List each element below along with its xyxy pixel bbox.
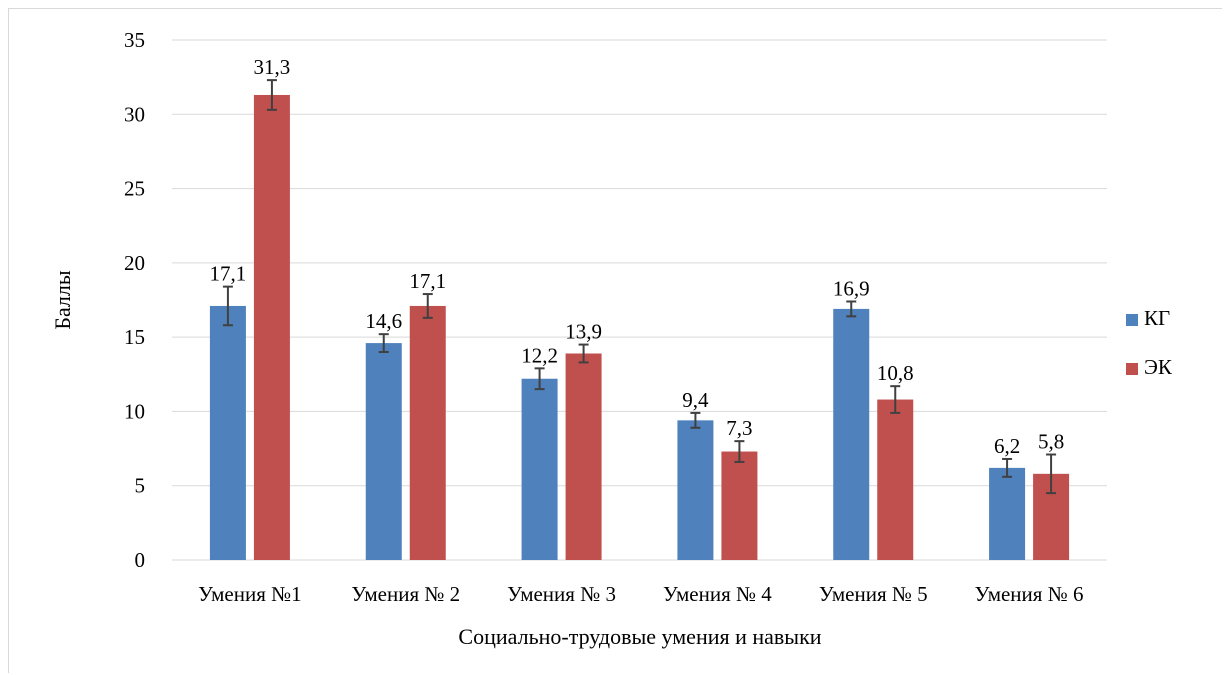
x-axis-ticks: Умения №1 Умения № 2 Умения № 3 Умения № 4 У… <box>198 582 1083 606</box>
data-label: 7,3 <box>726 416 752 440</box>
data-label: 31,3 <box>254 55 291 79</box>
x-tick-label: Умения № 3 <box>507 582 616 606</box>
x-axis-title: Социально-трудовые умения и навыки <box>458 624 821 649</box>
bar-ЭК <box>721 451 758 560</box>
bar-ЭК <box>409 305 446 560</box>
chart-frame <box>8 8 1222 673</box>
bar-КГ <box>365 343 402 560</box>
x-tick-label: Умения № 5 <box>819 582 928 606</box>
y-tick-label: 20 <box>124 251 145 275</box>
y-tick-label: 25 <box>124 177 145 201</box>
y-tick-label: 5 <box>135 474 146 498</box>
y-tick-label: 30 <box>124 102 145 126</box>
bars <box>209 94 1070 560</box>
y-tick-label: 10 <box>124 399 145 423</box>
data-label: 10,8 <box>877 361 914 385</box>
data-label: 16,9 <box>833 276 870 300</box>
data-label: 6,2 <box>994 434 1020 458</box>
x-tick-label: Умения № 4 <box>663 582 772 606</box>
data-label: 17,1 <box>210 262 247 286</box>
bar-ЭК <box>877 399 914 560</box>
data-label: 9,4 <box>682 388 709 412</box>
legend: КГ ЭК <box>1126 306 1173 379</box>
data-labels: 17,1 31,3 14,6 17,1 12,2 13,9 9,4 7,3 16,9 10,8 6,… <box>210 55 1065 458</box>
data-label: 5,8 <box>1038 430 1064 454</box>
bar-ЭК <box>253 94 290 560</box>
data-label: 17,1 <box>409 269 446 293</box>
data-label: 13,9 <box>565 320 602 344</box>
legend-label: ЭК <box>1144 355 1173 379</box>
error-bars <box>222 79 1057 495</box>
gridlines <box>172 39 1107 561</box>
bar-КГ <box>521 378 558 560</box>
data-label: 12,2 <box>521 343 558 367</box>
bar-КГ <box>677 420 714 560</box>
x-tick-label: Умения №1 <box>198 582 302 606</box>
y-tick-label: 15 <box>124 325 145 349</box>
bar-КГ <box>833 308 870 560</box>
y-tick-label: 0 <box>135 548 146 572</box>
y-tick-label: 35 <box>124 28 145 52</box>
bar-КГ <box>989 467 1026 560</box>
legend-label: КГ <box>1144 306 1170 330</box>
legend-swatch-КГ <box>1126 314 1138 326</box>
x-tick-label: Умения № 2 <box>351 582 460 606</box>
bar-ЭК <box>565 353 602 560</box>
bar-КГ <box>209 305 246 560</box>
x-tick-label: Умения № 6 <box>975 582 1084 606</box>
data-label: 14,6 <box>365 309 402 333</box>
legend-swatch-ЭК <box>1126 363 1138 375</box>
y-axis-ticks: 0 5 10 15 20 25 30 35 <box>124 28 145 572</box>
y-axis-title: Баллы <box>50 270 75 330</box>
